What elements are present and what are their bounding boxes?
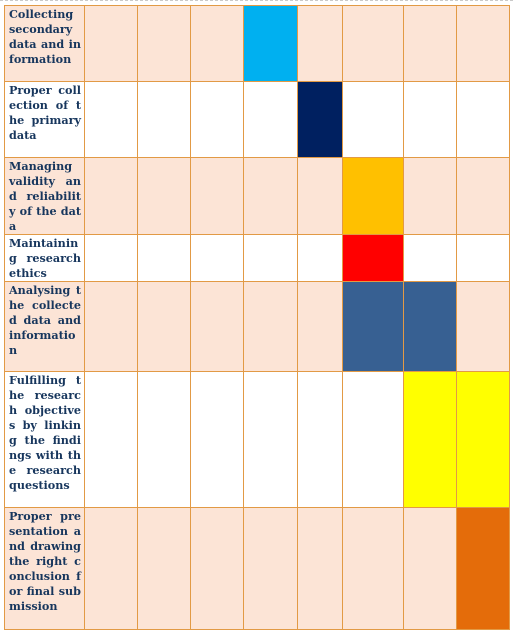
timeline-cell [190,507,244,630]
timeline-cell [84,507,138,630]
timeline-cell [243,234,298,282]
timeline-cell [297,234,343,282]
timeline-cell [403,81,457,158]
task-label: Collecting secondary data and informatio… [4,5,85,82]
task-label: Fulfilling the research objectives by li… [4,371,85,508]
timeline-cell [84,157,138,235]
timeline-bar-cell [403,281,457,372]
timeline-bar-cell [403,371,457,508]
task-label: Proper collection of the primary data [4,81,85,158]
task-label: Managing validity and reliability of the… [4,157,85,235]
timeline-cell [403,234,457,282]
timeline-cell [190,81,244,158]
timeline-bar-cell [297,81,343,158]
task-row: Proper collection of the primary data [4,81,510,158]
task-label: Proper presentation and drawing the righ… [4,507,85,630]
timeline-bar-cell [342,281,404,372]
timeline-cell [84,234,138,282]
timeline-cell [243,157,298,235]
timeline-cell [84,81,138,158]
timeline-cell [403,5,457,82]
timeline-cell [342,507,404,630]
timeline-bar-cell [243,5,298,82]
page-top-border [0,0,513,4]
gantt-body: Collecting secondary data and informatio… [4,5,510,630]
task-label: Maintaining research ethics [4,234,85,282]
timeline-bar-cell [342,157,404,235]
timeline-cell [456,157,510,235]
timeline-cell [190,5,244,82]
task-row: Proper presentation and drawing the righ… [4,507,510,630]
timeline-cell [137,81,191,158]
task-row: Managing validity and reliability of the… [4,157,510,235]
timeline-bar-cell [342,234,404,282]
timeline-cell [456,81,510,158]
timeline-cell [137,234,191,282]
timeline-bar-cell [456,371,510,508]
task-row: Analysing the collected data and informa… [4,281,510,372]
timeline-cell [190,281,244,372]
timeline-cell [190,371,244,508]
timeline-cell [243,281,298,372]
timeline-cell [137,157,191,235]
timeline-cell [137,281,191,372]
timeline-cell [403,157,457,235]
timeline-cell [297,5,343,82]
timeline-cell [243,81,298,158]
timeline-cell [84,371,138,508]
timeline-cell [456,5,510,82]
timeline-cell [456,234,510,282]
timeline-cell [190,234,244,282]
timeline-cell [297,371,343,508]
task-label: Analysing the collected data and informa… [4,281,85,372]
timeline-cell [297,157,343,235]
timeline-cell [243,507,298,630]
timeline-cell [297,507,343,630]
timeline-cell [403,507,457,630]
timeline-cell [342,371,404,508]
timeline-cell [342,5,404,82]
timeline-bar-cell [456,507,510,630]
timeline-cell [137,5,191,82]
timeline-cell [243,371,298,508]
timeline-cell [84,5,138,82]
gantt-chart-table: Collecting secondary data and informatio… [4,5,510,630]
timeline-cell [190,157,244,235]
timeline-cell [342,81,404,158]
timeline-cell [84,281,138,372]
timeline-cell [137,507,191,630]
task-row: Collecting secondary data and informatio… [4,5,510,82]
timeline-cell [297,281,343,372]
task-row: Maintaining research ethics [4,234,510,282]
task-row: Fulfilling the research objectives by li… [4,371,510,508]
timeline-cell [456,281,510,372]
timeline-cell [137,371,191,508]
